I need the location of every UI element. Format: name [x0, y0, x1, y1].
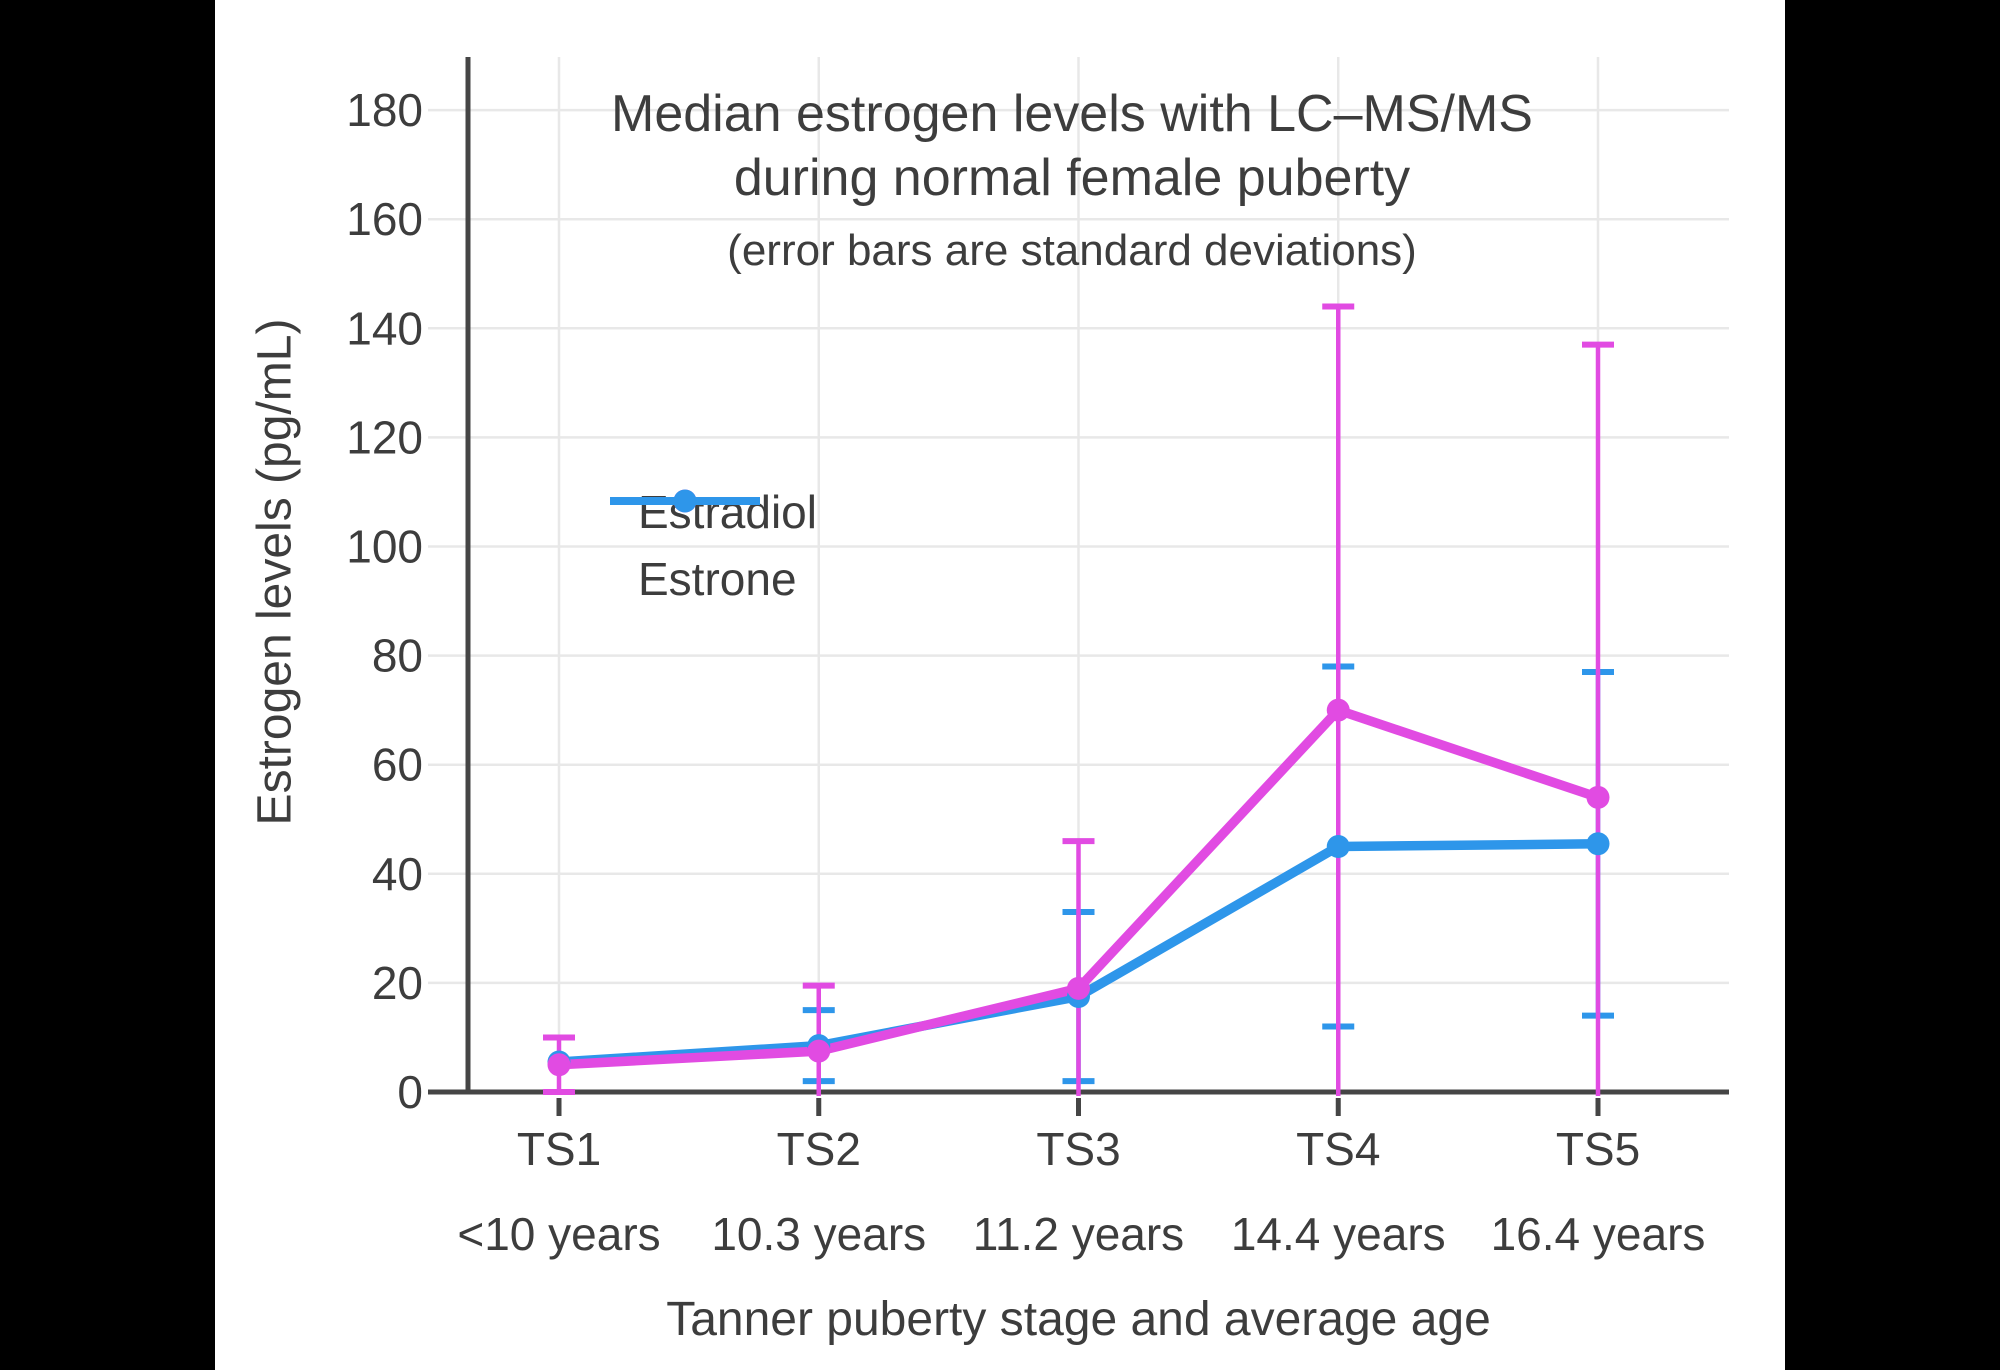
estradiol-point — [1326, 698, 1350, 722]
x-age-label: 10.3 years — [711, 1208, 926, 1260]
estrone-point — [1586, 832, 1610, 856]
x-tick-label: TS4 — [1296, 1123, 1380, 1175]
estradiol-point — [807, 1039, 831, 1063]
chart-legend: Estradiol Estrone — [610, 486, 817, 605]
legend-label-estrone: Estrone — [638, 553, 797, 605]
estrone-line-dot-icon — [610, 489, 760, 513]
legend-item-estrone[interactable]: Estrone — [610, 489, 817, 605]
x-age-label: 14.4 years — [1231, 1208, 1446, 1260]
legend-label-estradiol: Estradiol — [638, 486, 817, 538]
x-age-label: <10 years — [457, 1208, 660, 1260]
y-tick-label: 60 — [372, 739, 423, 791]
x-tick-label: TS2 — [777, 1123, 861, 1175]
y-tick-label: 160 — [346, 193, 423, 245]
y-tick-label: 120 — [346, 411, 423, 463]
y-axis-title: Estrogen levels (pg/mL) — [248, 318, 302, 826]
x-tick-label: TS5 — [1556, 1123, 1640, 1175]
estrone-point — [1326, 835, 1350, 859]
chart-title: Median estrogen levels with LC–MS/MS dur… — [428, 82, 1716, 210]
chart-title-line1: Median estrogen levels with LC–MS/MS — [611, 85, 1533, 143]
x-age-label: 11.2 years — [973, 1208, 1184, 1260]
x-tick-label: TS1 — [517, 1123, 601, 1175]
y-tick-label: 40 — [372, 848, 423, 900]
y-tick-label: 0 — [397, 1066, 423, 1118]
chart-subtitle: (error bars are standard deviations) — [727, 226, 1417, 275]
y-tick-label: 80 — [372, 630, 423, 682]
y-tick-label: 100 — [346, 521, 423, 573]
y-tick-label: 140 — [346, 302, 423, 354]
x-tick-label: TS3 — [1036, 1123, 1120, 1175]
estradiol-point — [1586, 785, 1610, 809]
x-axis-title: Tanner puberty stage and average age — [666, 1293, 1491, 1346]
estradiol-point — [1067, 976, 1090, 1000]
x-age-label: 16.4 years — [1491, 1208, 1706, 1260]
y-tick-label: 20 — [372, 957, 423, 1009]
estradiol-point — [547, 1053, 571, 1077]
chart-title-line2: during normal female puberty — [733, 149, 1411, 207]
chart-canvas — [215, 0, 1785, 1370]
y-tick-label: 180 — [346, 84, 423, 136]
